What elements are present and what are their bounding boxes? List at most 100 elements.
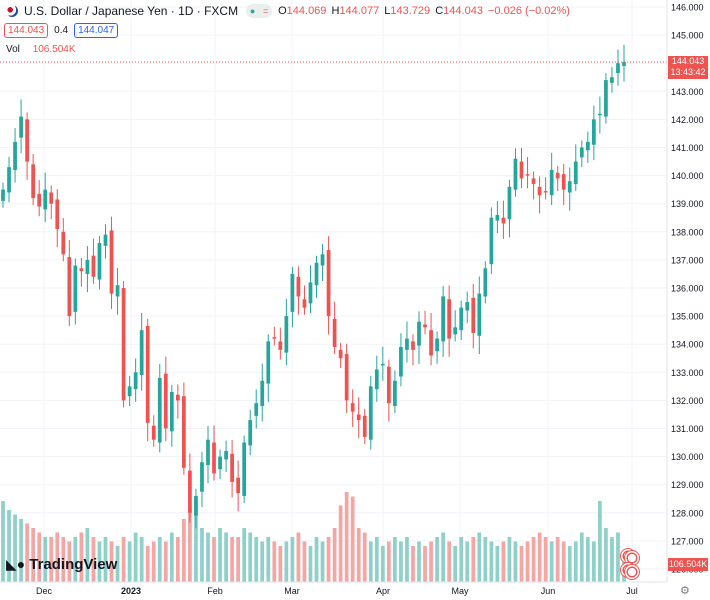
candle-body: [314, 262, 319, 286]
volume-bar: [320, 541, 325, 582]
volume-bar: [55, 532, 60, 582]
volume-bar: [423, 546, 427, 582]
volume-bar: [453, 546, 458, 582]
volume-bar: [543, 537, 548, 582]
candle-body: [242, 442, 247, 496]
candle-body: [19, 116, 23, 138]
volume-bar: [145, 546, 150, 582]
volume-bar: [43, 537, 48, 582]
volume-bar: [302, 541, 307, 582]
candle-body: [296, 276, 301, 297]
candle-body: [555, 172, 560, 179]
candle-body: [25, 119, 29, 162]
time-tick-label: Mar: [284, 586, 300, 596]
candle-body: [598, 113, 602, 116]
time-tick-label: May: [451, 586, 469, 596]
candle-body: [531, 178, 536, 185]
candle-body: [549, 169, 554, 196]
volume-bar: [537, 532, 542, 582]
volume-bar: [91, 537, 96, 582]
candle-body: [356, 414, 361, 421]
price-axis[interactable]: 146.000145.000144.000143.000142.000141.0…: [671, 3, 704, 575]
candle-body: [85, 259, 90, 274]
volume-bar: [61, 537, 66, 582]
candle-body: [236, 477, 241, 494]
symbol-title[interactable]: U.S. Dollar / Japanese Yen · 1D · FXCM: [24, 4, 239, 18]
volume-bar: [386, 541, 391, 582]
price-tick-label: 132.000: [671, 396, 704, 406]
candle-body: [326, 250, 331, 317]
last-price-value: 144.043: [671, 56, 705, 66]
candle-body: [157, 377, 162, 443]
ohlc-close-key: C: [435, 5, 444, 17]
candle-body: [477, 293, 482, 336]
volume-bar: [380, 546, 385, 582]
ohlc-high-value: 144.077: [339, 5, 380, 17]
volume-bar: [399, 541, 403, 582]
volume-bar: [19, 519, 23, 582]
ohlc-low-key: L: [384, 5, 391, 17]
candle-body: [302, 299, 307, 308]
candle-body: [169, 391, 174, 432]
sell-button[interactable]: 144.043: [4, 23, 49, 38]
candle-body: [139, 330, 144, 376]
volume-bar: [121, 537, 126, 582]
candle-body: [423, 324, 427, 328]
candle-body: [411, 341, 415, 350]
candle-body: [399, 347, 403, 377]
volume-bar: [290, 537, 295, 582]
candle-body: [453, 327, 458, 335]
volume-bar: [218, 528, 222, 582]
event-marker-icon[interactable]: [624, 564, 640, 580]
price-tick-label: 146.000: [671, 3, 704, 13]
volume-bar: [579, 532, 584, 582]
price-tick-label: 127.000: [671, 536, 704, 546]
price-tick-label: 136.000: [671, 284, 704, 294]
candle-body: [194, 495, 198, 516]
volume-bar: [49, 537, 54, 582]
price-tick-label: 137.000: [671, 255, 704, 265]
candle-body: [1, 189, 5, 201]
volume-bar: [169, 532, 174, 582]
legend-toggle[interactable]: ● =: [246, 4, 273, 18]
candle-body: [31, 164, 36, 199]
candle-body: [441, 296, 445, 342]
price-tick-label: 134.000: [671, 340, 704, 350]
candle-body: [465, 302, 470, 311]
volume-bar: [356, 528, 361, 582]
volume-bar: [471, 537, 476, 582]
volume-label[interactable]: Vol: [6, 44, 20, 55]
candle-body: [218, 456, 222, 470]
candle-body: [175, 394, 180, 401]
candle-body: [145, 325, 150, 423]
volume-bar: [296, 532, 301, 582]
price-tick-label: 138.000: [671, 227, 704, 237]
price-tick-label: 129.000: [671, 480, 704, 490]
volume-bar: [567, 546, 572, 582]
volume-bar: [242, 528, 247, 582]
spread-value: 0.4: [54, 25, 69, 36]
candle-body: [610, 77, 614, 83]
volume-bar: [212, 537, 216, 582]
candle-body: [561, 174, 566, 190]
time-axis[interactable]: Dec 2023 Feb Mar Apr May Jun Jul: [36, 586, 638, 596]
candle-body: [67, 257, 72, 317]
tradingview-logo[interactable]: ◣● TradingView: [6, 556, 117, 573]
volume-bar: [326, 537, 331, 582]
candle-body: [495, 214, 500, 221]
price-tick-label: 133.000: [671, 368, 704, 378]
candle-body: [224, 450, 228, 460]
settings-gear-icon[interactable]: ⚙: [680, 585, 690, 597]
volume-bar: [67, 541, 72, 582]
candle-body: [248, 420, 253, 446]
candle-body: [519, 161, 524, 179]
volume-bar: [25, 523, 29, 582]
buy-button[interactable]: 144.047: [74, 23, 119, 38]
candle-body: [543, 191, 548, 193]
candle-body: [151, 425, 156, 440]
candle-body: [115, 285, 120, 297]
volume-bar: [610, 537, 614, 582]
price-tick-label: 140.000: [671, 171, 704, 181]
candle-body: [320, 254, 325, 266]
